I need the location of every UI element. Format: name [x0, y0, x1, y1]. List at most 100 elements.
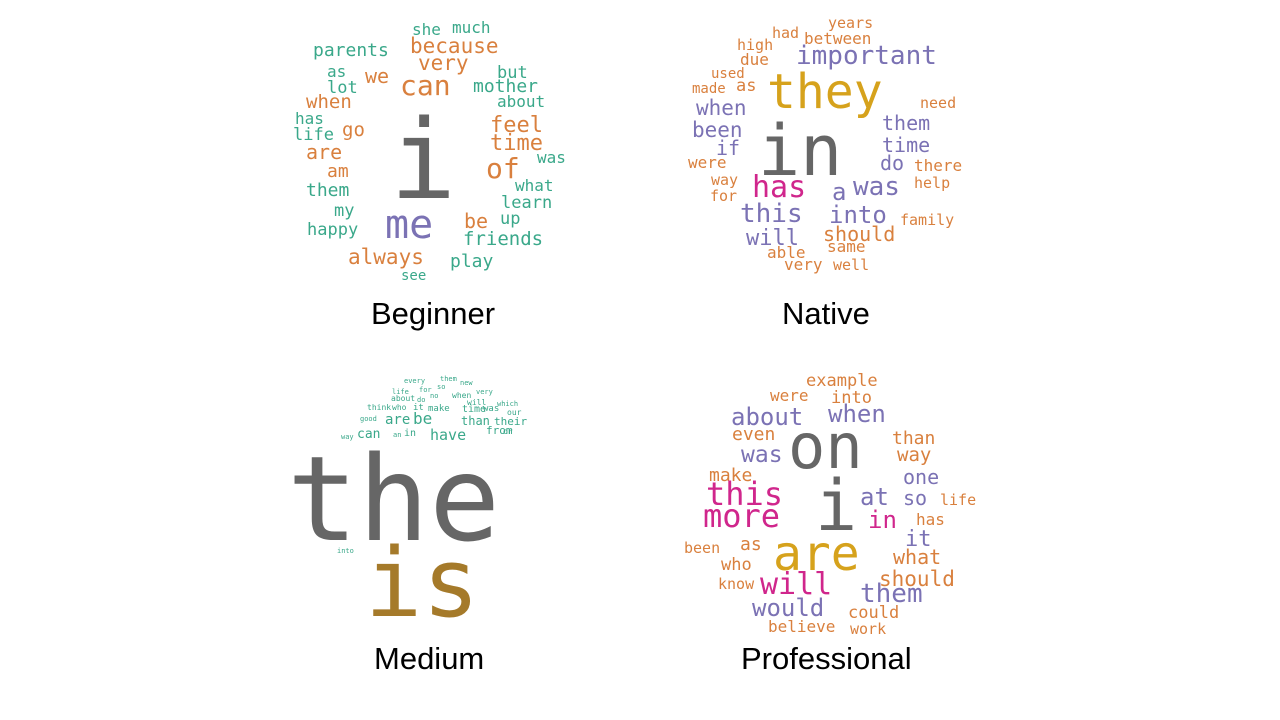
professional-word-14: so	[903, 486, 927, 510]
medium-word-29: have	[430, 426, 466, 444]
medium-word-28: in	[404, 428, 416, 439]
beginner-word-24: what	[515, 176, 554, 195]
professional-word-32: believe	[768, 617, 835, 636]
beginner-word-16: feel	[490, 113, 543, 138]
medium-word-13: think	[367, 403, 391, 412]
professional-caption: Professional	[741, 641, 912, 676]
medium-word-8: do	[417, 396, 425, 404]
medium-word-20: good	[360, 415, 377, 423]
native-caption: Native	[782, 296, 870, 331]
native-word-20: way	[711, 171, 738, 189]
professional-word-16: more	[703, 497, 780, 535]
beginner-word-34: see	[401, 268, 426, 284]
native-word-8: made	[692, 81, 726, 97]
medium-word-0: every	[404, 377, 425, 385]
beginner-caption: Beginner	[371, 296, 496, 331]
native-word-10: need	[920, 94, 956, 112]
native-word-21: has	[752, 170, 806, 205]
professional-word-9: way	[897, 444, 931, 466]
beginner-word-30: happy	[307, 220, 358, 240]
beginner-word-19: am	[327, 161, 349, 182]
beginner-word-4: very	[418, 51, 469, 75]
professional-word-27: know	[718, 575, 755, 593]
beginner-word-28: me	[385, 202, 433, 248]
native-word-16: if	[716, 136, 740, 160]
beginner-word-33: play	[450, 251, 494, 272]
native-word-28: family	[900, 211, 954, 229]
medium-caption: Medium	[374, 641, 485, 676]
beginner-word-31: friends	[463, 228, 543, 250]
native-word-13: been	[692, 118, 743, 142]
professional-word-18: in	[868, 506, 897, 534]
professional-word-24: what	[893, 545, 941, 569]
native-word-31: same	[827, 237, 866, 256]
medium-word-23: than	[461, 414, 490, 428]
medium-word-30: from	[486, 424, 513, 437]
professional-word-10: make	[709, 465, 752, 486]
beginner-word-26: learn	[501, 193, 552, 213]
professional-word-1: were	[770, 386, 809, 405]
native-word-3: high	[737, 36, 773, 54]
beginner-word-11: when	[306, 91, 352, 113]
native-word-1: had	[772, 24, 799, 42]
beginner-word-32: always	[348, 245, 424, 269]
professional-word-19: has	[916, 510, 945, 529]
native-word-6: used	[711, 66, 745, 82]
medium-word-11: will	[467, 398, 486, 407]
native-word-15: time	[882, 133, 930, 157]
professional-word-17: i	[815, 465, 857, 547]
medium-word-17: time	[462, 404, 486, 415]
professional-word-4: when	[828, 400, 886, 428]
beginner-word-1: much	[452, 18, 491, 37]
medium-word-24: their	[494, 415, 527, 428]
native-word-7: they	[767, 64, 883, 120]
beginner-word-25: my	[334, 201, 354, 221]
medium-word-16: make	[428, 404, 450, 414]
native-word-22: was	[853, 172, 900, 202]
professional-word-0: example	[806, 371, 878, 391]
native-word-11: when	[696, 96, 747, 120]
beginner-word-29: be	[464, 209, 488, 233]
medium-word-15: it	[413, 403, 424, 413]
medium-word-31: or	[503, 427, 513, 436]
beginner-word-13: has	[295, 109, 324, 128]
professional-word-13: at	[860, 483, 889, 511]
medium-word-32: the	[287, 430, 500, 568]
native-word-18: do	[880, 151, 904, 175]
medium-word-9: no	[430, 392, 438, 400]
medium-word-6: very	[476, 388, 493, 396]
professional-word-2: into	[831, 388, 872, 408]
beginner-word-7: can	[400, 69, 451, 102]
native-word-2: between	[804, 29, 871, 48]
professional-word-11: one	[903, 465, 939, 489]
beginner-word-12: about	[497, 92, 545, 111]
medium-word-10: when	[452, 391, 471, 400]
medium-word-2: new	[460, 379, 473, 387]
medium-word-7: about	[391, 394, 415, 403]
beginner-word-22: i	[390, 96, 456, 224]
beginner-word-2: parents	[313, 40, 389, 61]
beginner-word-27: up	[500, 209, 520, 229]
native-word-30: will	[746, 226, 799, 251]
native-word-19: there	[914, 156, 962, 175]
medium-word-26: can	[357, 427, 380, 442]
native-word-34: well	[833, 256, 869, 274]
beginner-word-6: we	[365, 64, 389, 88]
professional-word-31: could	[848, 603, 899, 623]
beginner-word-14: life	[293, 125, 334, 145]
beginner-word-18: time	[490, 131, 543, 156]
professional-word-5: even	[732, 424, 775, 445]
beginner-word-17: are	[306, 140, 342, 164]
medium-word-5: so	[437, 383, 445, 391]
native-word-23: help	[914, 174, 950, 192]
beginner-word-5: as	[327, 62, 346, 81]
professional-word-29: them	[860, 579, 923, 609]
professional-word-33: work	[850, 620, 886, 638]
professional-word-6: on	[788, 410, 863, 483]
native-word-29: should	[823, 222, 895, 246]
medium-word-27: an	[393, 431, 401, 439]
professional-word-20: it	[905, 527, 932, 552]
medium-word-25: way	[341, 433, 354, 441]
medium-word-19: our	[507, 408, 522, 417]
